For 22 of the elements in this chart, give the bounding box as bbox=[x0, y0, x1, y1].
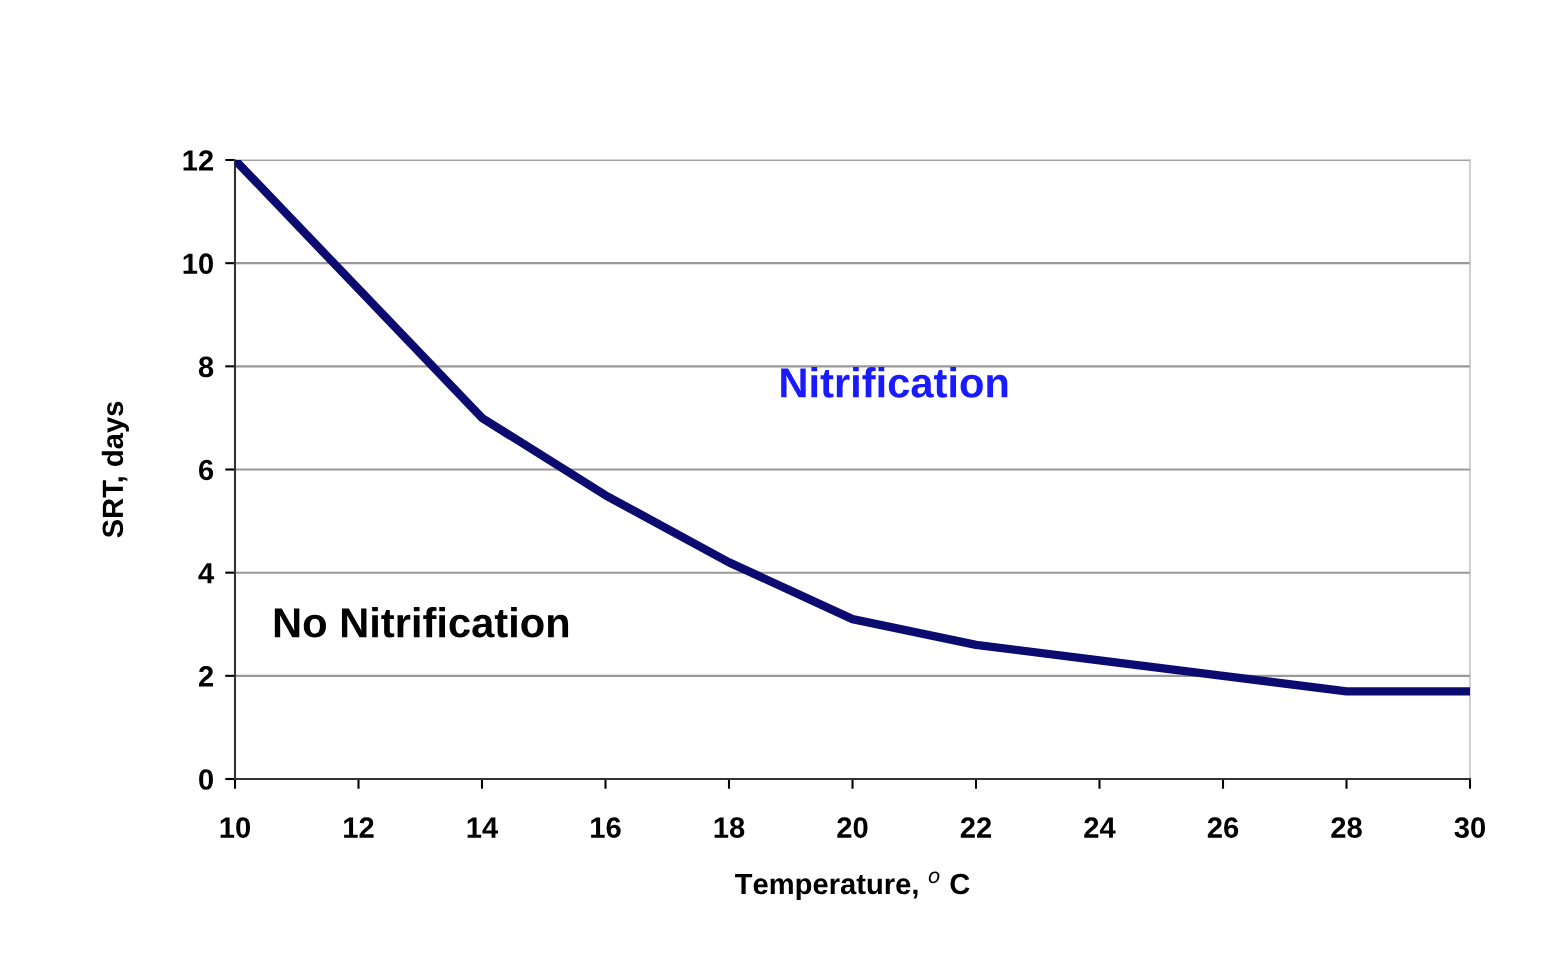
x-tick-label: 24 bbox=[1084, 817, 1116, 838]
x-axis-title: Temperature, $^{o}$ C bbox=[734, 871, 970, 901]
y-tick-label: 4 bbox=[198, 563, 215, 584]
x-tick-label: 26 bbox=[1207, 817, 1239, 838]
x-tick-label: 10 bbox=[220, 817, 251, 838]
y-tick-label: 6 bbox=[199, 459, 214, 481]
annotation: No Nitrification bbox=[274, 606, 569, 638]
x-tick-label: 18 bbox=[714, 817, 745, 838]
x-tick-label: 20 bbox=[837, 817, 868, 838]
y-axis-title: SRT, days bbox=[101, 401, 129, 538]
y-tick-label: 8 bbox=[198, 356, 214, 378]
x-tick-label: 12 bbox=[344, 817, 374, 838]
x-tick-label: 14 bbox=[467, 817, 499, 838]
y-tick-label: 10 bbox=[183, 253, 213, 275]
y-tick-label: 12 bbox=[183, 150, 213, 171]
x-tick-label: 16 bbox=[591, 817, 621, 838]
x-tick-label: 30 bbox=[1454, 817, 1486, 838]
x-tick-label: 28 bbox=[1331, 817, 1362, 838]
y-tick-label: 2 bbox=[198, 666, 213, 687]
y-tick-label: 0 bbox=[199, 769, 213, 790]
x-tick-label: 22 bbox=[960, 817, 992, 838]
annotation: Nitrification bbox=[781, 367, 1008, 398]
